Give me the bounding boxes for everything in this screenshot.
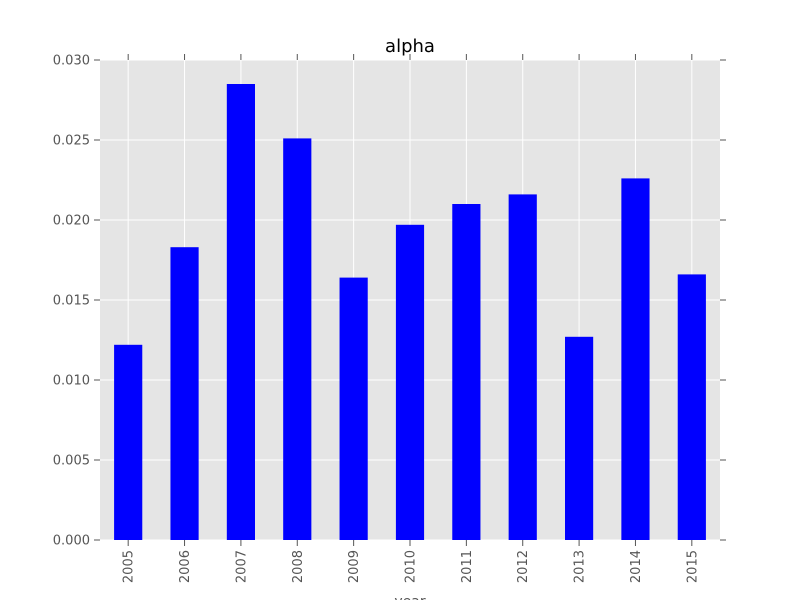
y-tick-label: 0.015 <box>53 294 90 309</box>
x-tick-label: 2009 <box>347 550 362 583</box>
y-tick-label: 0.010 <box>53 374 90 389</box>
bar-2008 <box>283 138 312 540</box>
x-tick-label: 2010 <box>404 550 419 583</box>
y-tick-label: 0.005 <box>53 454 90 469</box>
x-tick-label: 2007 <box>234 550 249 583</box>
bar-2007 <box>226 84 255 540</box>
axis-ticks <box>94 54 726 546</box>
x-tick-label: 2012 <box>516 550 531 583</box>
y-tick-label: 0.020 <box>53 214 90 229</box>
y-tick-labels: 0.000 0.005 0.010 0.015 0.020 0.025 0.030 <box>53 54 90 549</box>
bar-2006 <box>170 247 199 540</box>
x-tick-label: 2013 <box>573 550 588 583</box>
bar-2012 <box>508 194 537 540</box>
bar-2005 <box>114 344 143 540</box>
y-tick-label: 0.000 <box>53 534 90 549</box>
bar-2010 <box>395 224 425 541</box>
bars <box>114 84 706 541</box>
x-tick-label: 2015 <box>685 550 700 583</box>
x-axis-label: year <box>394 594 425 600</box>
bar-2013 <box>565 336 594 540</box>
bar-2009 <box>339 277 368 540</box>
bar-2014 <box>621 178 650 540</box>
bar-2015 <box>677 274 706 540</box>
x-tick-label: 2014 <box>629 550 644 583</box>
x-tick-label: 2008 <box>291 550 306 583</box>
bar-2011 <box>452 204 481 540</box>
x-tick-label: 2011 <box>460 550 475 583</box>
chart-title: alpha <box>385 36 435 57</box>
x-tick-labels: 2005 2006 2007 2008 2009 2010 2011 2012 2013 2014… <box>122 550 701 583</box>
x-tick-label: 2005 <box>122 550 137 583</box>
y-tick-label: 0.030 <box>53 54 90 69</box>
y-tick-label: 0.025 <box>53 134 90 149</box>
x-tick-label: 2006 <box>178 550 193 583</box>
